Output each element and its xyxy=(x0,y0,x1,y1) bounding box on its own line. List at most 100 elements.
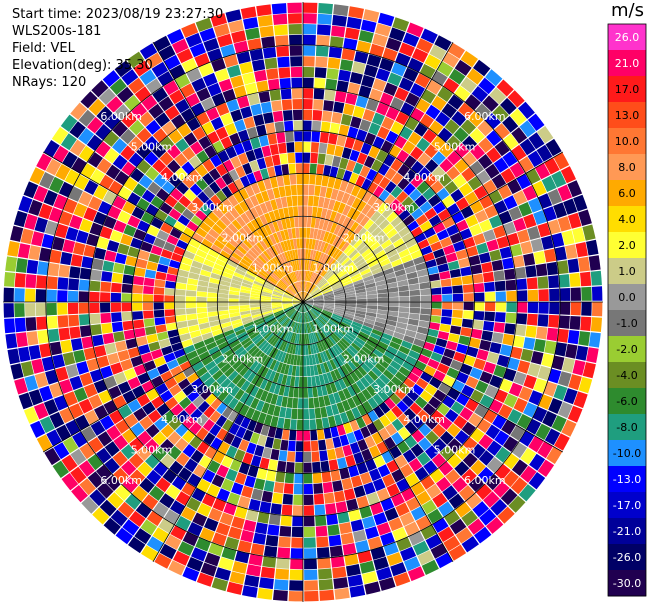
velocity-gate xyxy=(322,373,330,385)
elevation: Elevation(deg): 35.30 xyxy=(12,58,153,73)
velocity-gate xyxy=(324,492,335,504)
velocity-gate xyxy=(174,98,190,114)
velocity-gate xyxy=(387,287,399,293)
velocity-gate xyxy=(59,379,73,394)
velocity-gate xyxy=(428,396,442,409)
velocity-gate xyxy=(291,88,303,99)
velocity-gate xyxy=(466,68,484,85)
velocity-gate xyxy=(145,424,160,438)
velocity-gate xyxy=(187,278,199,286)
velocity-gate xyxy=(104,342,117,355)
velocity-gate xyxy=(446,367,460,379)
velocity-gate xyxy=(406,389,420,402)
velocity-gate xyxy=(282,296,293,300)
velocity-gate xyxy=(104,148,120,164)
velocity-gate xyxy=(496,79,514,97)
velocity-gate xyxy=(303,34,316,46)
velocity-gate xyxy=(159,202,173,215)
velocity-gate xyxy=(415,214,428,226)
velocity-gate xyxy=(271,245,279,256)
velocity-gate xyxy=(366,290,377,295)
velocity-gate xyxy=(62,436,79,454)
velocity-gate xyxy=(303,13,317,24)
velocity-gate xyxy=(303,292,306,302)
velocity-gate xyxy=(323,308,333,314)
velocity-gate xyxy=(321,286,331,293)
velocity-gate xyxy=(278,67,291,79)
velocity-gate xyxy=(296,430,303,441)
velocity-gate xyxy=(433,370,446,382)
velocity-gate xyxy=(160,438,174,453)
velocity-gate xyxy=(253,335,264,345)
velocity-gate xyxy=(423,460,438,475)
velocity-gate xyxy=(586,239,599,256)
velocity-gate xyxy=(356,241,366,252)
velocity-gate xyxy=(452,285,463,294)
velocity-gate xyxy=(24,375,39,392)
velocity-gate xyxy=(303,295,311,302)
velocity-gate xyxy=(332,284,343,291)
velocity-gate xyxy=(386,211,398,223)
velocity-gate xyxy=(250,304,261,308)
velocity-gate xyxy=(203,336,215,346)
velocity-gate xyxy=(168,208,182,221)
velocity-gate xyxy=(433,248,445,259)
velocity-gate xyxy=(469,128,485,144)
velocity-gate xyxy=(300,312,303,323)
velocity-gate xyxy=(374,275,386,283)
velocity-gate xyxy=(325,349,332,361)
velocity-gate xyxy=(307,376,312,387)
range-ring-label: 3.00km xyxy=(191,201,233,214)
velocity-gate xyxy=(145,78,162,94)
velocity-gate xyxy=(447,42,465,59)
velocity-gate xyxy=(38,203,53,220)
velocity-gate xyxy=(191,547,207,562)
velocity-gate xyxy=(307,322,312,333)
velocity-gate xyxy=(267,426,277,438)
velocity-gate xyxy=(284,292,294,298)
velocity-gate xyxy=(203,216,216,228)
velocity-gate xyxy=(317,317,326,326)
velocity-gate xyxy=(449,518,467,535)
velocity-gate xyxy=(274,338,282,348)
velocity-gate xyxy=(504,323,516,335)
velocity-gate xyxy=(339,522,352,535)
velocity-gate xyxy=(355,175,366,188)
velocity-gate xyxy=(164,54,181,70)
velocity-gate xyxy=(554,246,567,261)
velocity-gate xyxy=(490,499,508,516)
colorbar-tick-label: 6.0 xyxy=(618,187,636,200)
velocity-gate xyxy=(484,311,495,322)
velocity-gate xyxy=(276,45,290,57)
velocity-gate xyxy=(276,417,285,429)
velocity-gate xyxy=(23,406,39,424)
velocity-gate xyxy=(296,355,301,366)
velocity-gate xyxy=(474,209,489,223)
velocity-gate xyxy=(132,311,144,320)
velocity-gate xyxy=(578,209,592,226)
velocity-gate xyxy=(203,72,218,87)
velocity-gate xyxy=(493,157,509,173)
velocity-gate xyxy=(309,310,317,319)
velocity-gate xyxy=(48,207,63,223)
velocity-gate xyxy=(185,296,196,302)
velocity-gate xyxy=(176,181,189,195)
velocity-gate xyxy=(391,62,407,77)
velocity-gate xyxy=(280,515,292,527)
colorbar-cell xyxy=(608,544,646,571)
colorbar-cell xyxy=(608,232,646,259)
velocity-gate xyxy=(182,175,195,189)
velocity-gate xyxy=(362,571,378,585)
velocity-gate xyxy=(389,233,402,244)
velocity-gate xyxy=(319,329,326,339)
velocity-gate xyxy=(242,224,253,236)
velocity-gate xyxy=(199,371,212,383)
velocity-gate xyxy=(210,194,222,207)
velocity-gate xyxy=(275,311,285,318)
velocity-gate xyxy=(232,322,243,329)
velocity-gate xyxy=(523,374,537,390)
velocity-gate xyxy=(235,231,246,242)
velocity-gate xyxy=(287,13,302,24)
velocity-gate xyxy=(311,261,316,272)
velocity-gate xyxy=(545,138,562,157)
